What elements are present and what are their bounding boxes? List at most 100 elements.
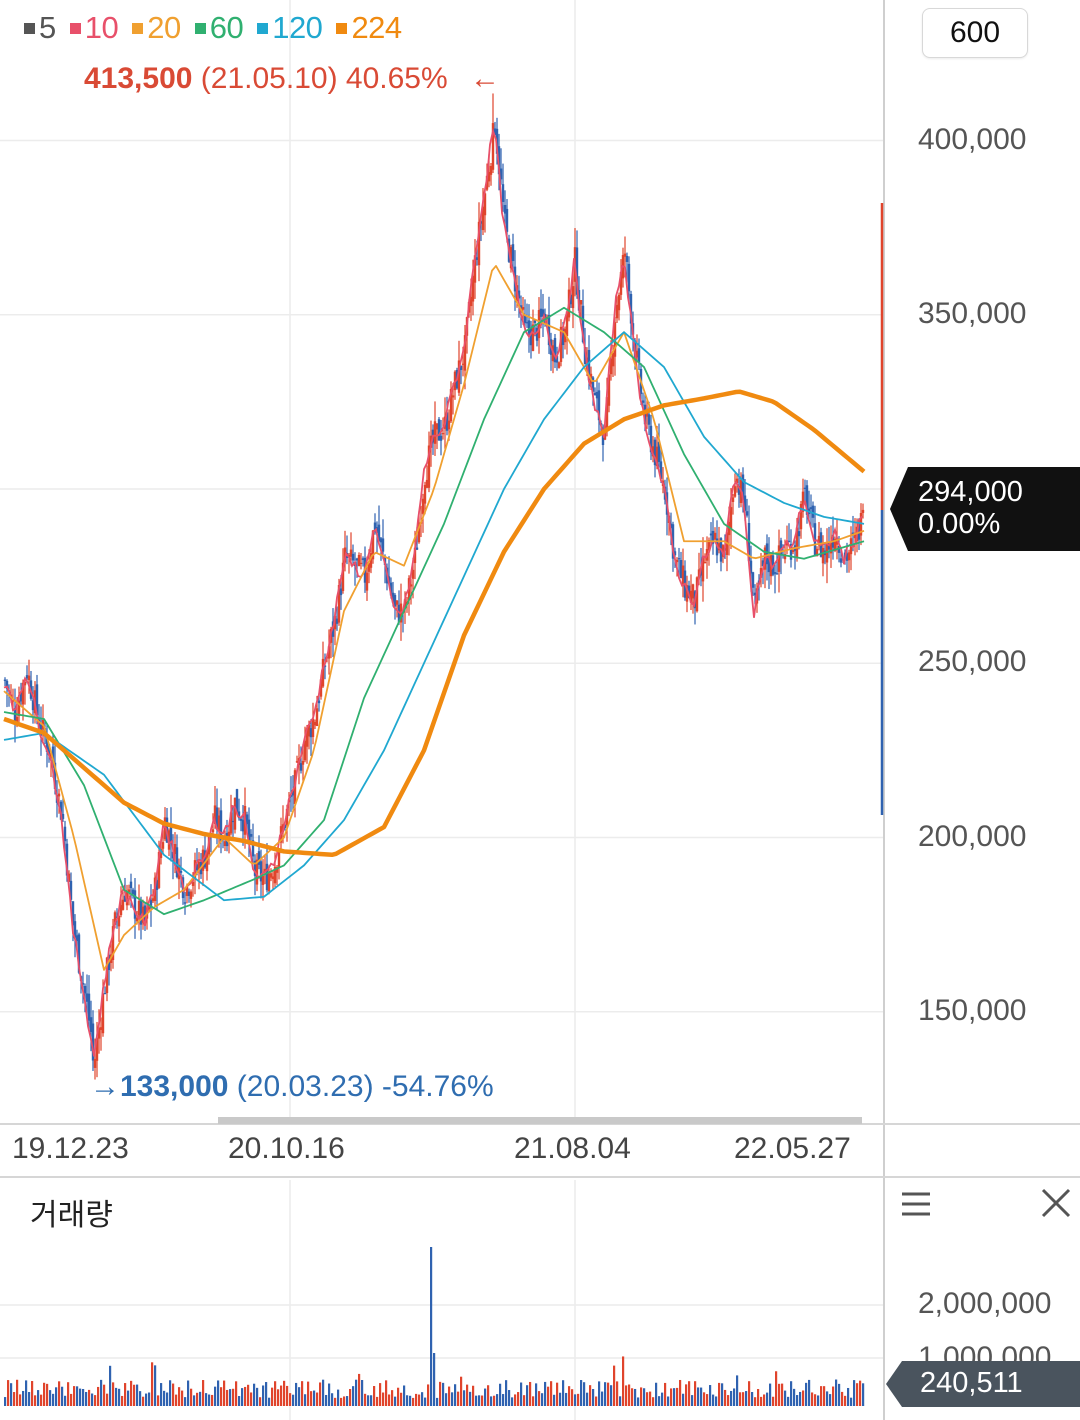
candle-body bbox=[447, 420, 451, 430]
candle-body bbox=[267, 873, 271, 892]
candle-body bbox=[809, 507, 813, 510]
volume-bar bbox=[310, 1391, 313, 1406]
ma-line-10 bbox=[3, 127, 863, 1057]
candle-body bbox=[97, 1027, 101, 1039]
candle-body bbox=[339, 588, 343, 596]
candle-body bbox=[525, 322, 529, 324]
volume-bar bbox=[40, 1394, 43, 1406]
volume-bar bbox=[727, 1395, 730, 1406]
volume-bar bbox=[247, 1384, 250, 1406]
volume-bar bbox=[418, 1394, 421, 1406]
volume-bar bbox=[346, 1396, 349, 1406]
legend-label: 10 bbox=[84, 10, 119, 45]
volume-bar bbox=[799, 1391, 802, 1406]
volume-bar bbox=[97, 1386, 100, 1406]
candle-body bbox=[277, 850, 281, 867]
volume-bar bbox=[568, 1386, 571, 1406]
volume-bar bbox=[832, 1386, 835, 1406]
candle-body bbox=[271, 876, 275, 880]
candle-body bbox=[463, 335, 467, 371]
candle-body bbox=[753, 592, 757, 596]
candle-body bbox=[861, 509, 865, 513]
volume-bar bbox=[694, 1381, 697, 1406]
candle-body bbox=[223, 841, 227, 847]
volume-bar bbox=[241, 1388, 244, 1406]
candle-body bbox=[709, 533, 713, 536]
volume-bar bbox=[211, 1394, 214, 1406]
volume-bar bbox=[565, 1392, 568, 1406]
candle-body bbox=[637, 348, 641, 363]
volume-bar bbox=[745, 1391, 748, 1406]
volume-bar bbox=[853, 1380, 856, 1406]
volume-bar bbox=[715, 1396, 718, 1406]
candle-body bbox=[427, 445, 431, 488]
candle-body bbox=[27, 675, 31, 681]
volume-bar bbox=[100, 1379, 103, 1406]
candle-body bbox=[357, 554, 361, 567]
current-price-change: 0.00% bbox=[918, 508, 1001, 540]
volume-bar bbox=[559, 1392, 562, 1406]
period-button[interactable]: 600 bbox=[922, 8, 1028, 58]
candle-body bbox=[695, 577, 699, 612]
candle-body bbox=[75, 935, 79, 942]
volume-bar bbox=[55, 1387, 58, 1406]
candle-body bbox=[273, 866, 277, 884]
volume-bar bbox=[667, 1396, 670, 1406]
volume-bar bbox=[313, 1390, 316, 1406]
close-icon[interactable] bbox=[1034, 1184, 1078, 1224]
low-price: 133,000 bbox=[120, 1070, 229, 1103]
candle-body bbox=[251, 840, 255, 857]
candle-body bbox=[759, 568, 763, 578]
candle-body bbox=[179, 870, 183, 873]
candle-body bbox=[641, 400, 645, 403]
volume-bar bbox=[688, 1381, 691, 1406]
volume-bar bbox=[709, 1385, 712, 1406]
candle-body bbox=[47, 744, 51, 756]
volume-bar bbox=[430, 1247, 433, 1406]
candle-body bbox=[475, 257, 479, 260]
volume-bar bbox=[811, 1392, 814, 1406]
volume-bar bbox=[337, 1389, 340, 1406]
candle-body bbox=[643, 404, 647, 425]
volume-bar bbox=[379, 1383, 382, 1406]
candle-body bbox=[147, 907, 151, 910]
candle-body bbox=[139, 899, 143, 925]
volume-bar bbox=[496, 1394, 499, 1406]
volume-bar bbox=[301, 1381, 304, 1406]
candle-body bbox=[511, 244, 515, 262]
volume-bar bbox=[520, 1382, 523, 1406]
candle-body bbox=[295, 761, 299, 763]
volume-bar bbox=[691, 1395, 694, 1406]
volume-bar bbox=[7, 1380, 10, 1406]
candle-body bbox=[505, 208, 509, 232]
hamburger-icon[interactable] bbox=[894, 1184, 938, 1224]
candle-body bbox=[777, 545, 781, 572]
volume-bar bbox=[160, 1383, 163, 1406]
candle-body bbox=[319, 679, 323, 697]
candle-body bbox=[657, 441, 661, 462]
candle-body bbox=[101, 993, 105, 1034]
candle-body bbox=[169, 827, 173, 844]
candle-body bbox=[749, 560, 753, 574]
candle-body bbox=[767, 556, 771, 573]
volume-bar bbox=[445, 1393, 448, 1406]
volume-bar bbox=[553, 1394, 556, 1406]
candle-body bbox=[231, 820, 235, 823]
volume-bar bbox=[325, 1394, 328, 1406]
candle-body bbox=[131, 889, 135, 895]
volume-bar bbox=[835, 1379, 838, 1406]
candle-body bbox=[503, 204, 507, 214]
candle-body bbox=[737, 486, 741, 495]
volume-bar bbox=[385, 1380, 388, 1406]
candle-body bbox=[559, 326, 563, 362]
volume-bar bbox=[664, 1382, 667, 1406]
volume-bar bbox=[64, 1395, 67, 1406]
candle-body bbox=[335, 618, 339, 624]
candle-body bbox=[791, 550, 795, 553]
candle-body bbox=[249, 833, 253, 837]
candle-body bbox=[173, 843, 177, 855]
candle-body bbox=[229, 812, 233, 834]
legend-label: 120 bbox=[272, 10, 323, 45]
